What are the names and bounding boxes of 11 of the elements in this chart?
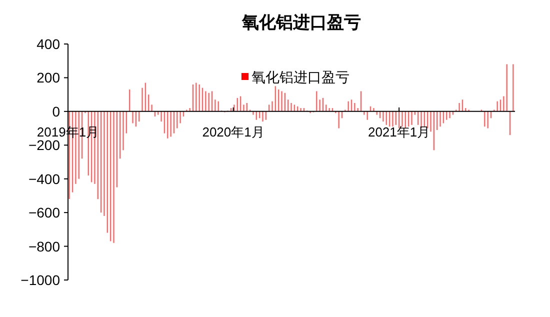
x-tick-label: 2020年1月 xyxy=(202,124,264,140)
y-tick-label: −600 xyxy=(28,204,60,221)
x-tick-label: 2021年1月 xyxy=(368,124,430,140)
y-tick-label: −800 xyxy=(28,238,60,254)
chart-title: 氧化铝进口盈亏 xyxy=(241,13,361,32)
y-tick-label: 200 xyxy=(36,70,60,86)
y-tick-label: −200 xyxy=(28,137,60,154)
y-tick-label: 0 xyxy=(52,103,60,120)
y-tick-label: 400 xyxy=(36,36,60,52)
y-tick-label: −400 xyxy=(28,170,60,187)
y-tick-label: −1000 xyxy=(20,272,60,288)
